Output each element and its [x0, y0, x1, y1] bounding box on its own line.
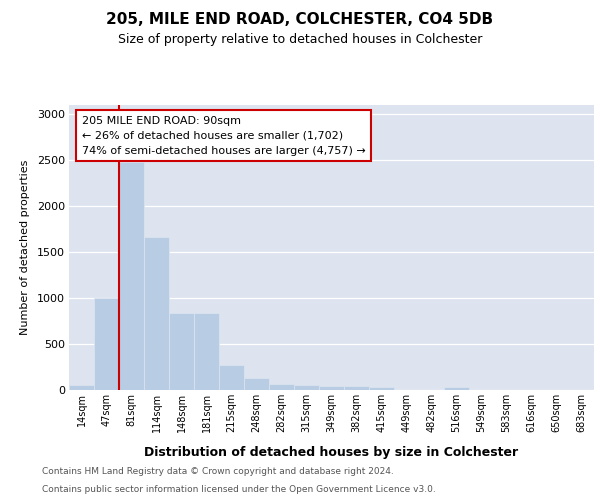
- Bar: [94, 298, 119, 390]
- Bar: [169, 313, 194, 390]
- Bar: [144, 238, 169, 390]
- Bar: [294, 385, 319, 390]
- Bar: [369, 387, 394, 390]
- Y-axis label: Number of detached properties: Number of detached properties: [20, 160, 30, 335]
- Text: Size of property relative to detached houses in Colchester: Size of property relative to detached ho…: [118, 32, 482, 46]
- Bar: [444, 387, 469, 390]
- Text: 205, MILE END ROAD, COLCHESTER, CO4 5DB: 205, MILE END ROAD, COLCHESTER, CO4 5DB: [106, 12, 494, 28]
- Text: 205 MILE END ROAD: 90sqm
← 26% of detached houses are smaller (1,702)
74% of sem: 205 MILE END ROAD: 90sqm ← 26% of detach…: [82, 116, 366, 156]
- Bar: [69, 385, 94, 390]
- Bar: [244, 378, 269, 390]
- Text: Contains public sector information licensed under the Open Government Licence v3: Contains public sector information licen…: [42, 485, 436, 494]
- Bar: [269, 384, 294, 390]
- Bar: [344, 386, 369, 390]
- Bar: [319, 386, 344, 390]
- Bar: [219, 365, 244, 390]
- X-axis label: Distribution of detached houses by size in Colchester: Distribution of detached houses by size …: [145, 446, 518, 459]
- Bar: [119, 162, 144, 390]
- Bar: [194, 313, 219, 390]
- Text: Contains HM Land Registry data © Crown copyright and database right 2024.: Contains HM Land Registry data © Crown c…: [42, 467, 394, 476]
